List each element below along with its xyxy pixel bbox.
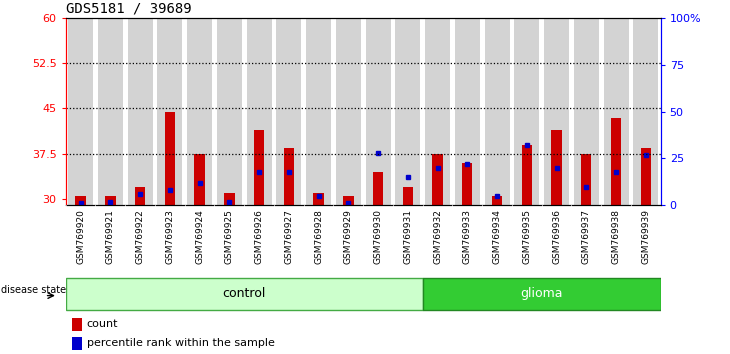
Bar xyxy=(283,148,294,205)
Bar xyxy=(72,318,82,331)
Bar xyxy=(98,18,123,205)
Bar xyxy=(194,154,205,205)
Text: GSM769932: GSM769932 xyxy=(433,209,442,264)
Bar xyxy=(277,18,301,205)
Bar xyxy=(425,18,450,205)
Bar xyxy=(485,18,510,205)
Text: GSM769939: GSM769939 xyxy=(641,209,650,264)
Bar xyxy=(366,18,391,205)
Bar xyxy=(611,118,621,205)
Text: GSM769922: GSM769922 xyxy=(136,209,145,264)
Bar xyxy=(247,18,272,205)
Bar xyxy=(164,112,175,205)
Bar xyxy=(254,130,264,205)
Bar xyxy=(432,154,443,205)
Text: count: count xyxy=(87,319,118,329)
Bar xyxy=(521,145,532,205)
Text: disease state: disease state xyxy=(1,285,66,295)
Text: GSM769924: GSM769924 xyxy=(195,209,204,264)
Bar xyxy=(373,172,383,205)
Bar xyxy=(544,18,569,205)
Text: GSM769930: GSM769930 xyxy=(374,209,383,264)
Bar xyxy=(604,18,629,205)
Bar xyxy=(492,196,502,205)
Bar xyxy=(313,193,324,205)
Text: GSM769925: GSM769925 xyxy=(225,209,234,264)
Bar xyxy=(128,18,153,205)
Text: GSM769934: GSM769934 xyxy=(493,209,502,264)
Bar xyxy=(187,18,212,205)
Bar xyxy=(402,187,413,205)
Bar xyxy=(515,18,539,205)
Text: percentile rank within the sample: percentile rank within the sample xyxy=(87,338,274,348)
Text: GSM769926: GSM769926 xyxy=(255,209,264,264)
Bar xyxy=(343,196,353,205)
Text: GSM769935: GSM769935 xyxy=(522,209,531,264)
Text: GSM769921: GSM769921 xyxy=(106,209,115,264)
Bar xyxy=(462,163,472,205)
Bar xyxy=(640,148,651,205)
Bar xyxy=(224,193,234,205)
Text: glioma: glioma xyxy=(520,287,563,300)
Text: GSM769937: GSM769937 xyxy=(582,209,591,264)
Bar xyxy=(158,18,182,205)
Bar xyxy=(105,196,115,205)
Bar xyxy=(581,154,591,205)
Text: GSM769938: GSM769938 xyxy=(612,209,620,264)
Bar xyxy=(336,18,361,205)
Bar xyxy=(217,18,242,205)
FancyBboxPatch shape xyxy=(423,278,661,310)
Bar xyxy=(551,130,562,205)
Text: GSM769927: GSM769927 xyxy=(284,209,293,264)
Bar xyxy=(72,337,82,350)
Bar xyxy=(396,18,420,205)
FancyBboxPatch shape xyxy=(66,278,423,310)
Text: GSM769929: GSM769929 xyxy=(344,209,353,264)
Bar xyxy=(455,18,480,205)
Text: GSM769928: GSM769928 xyxy=(314,209,323,264)
Bar xyxy=(574,18,599,205)
Text: GSM769920: GSM769920 xyxy=(76,209,85,264)
Text: GDS5181 / 39689: GDS5181 / 39689 xyxy=(66,1,191,15)
Bar xyxy=(306,18,331,205)
Text: GSM769923: GSM769923 xyxy=(165,209,174,264)
Text: GSM769931: GSM769931 xyxy=(403,209,412,264)
Text: GSM769933: GSM769933 xyxy=(463,209,472,264)
Bar xyxy=(75,196,86,205)
Bar xyxy=(68,18,93,205)
Bar xyxy=(634,18,658,205)
Text: control: control xyxy=(223,287,266,300)
Bar xyxy=(135,187,145,205)
Text: GSM769936: GSM769936 xyxy=(552,209,561,264)
